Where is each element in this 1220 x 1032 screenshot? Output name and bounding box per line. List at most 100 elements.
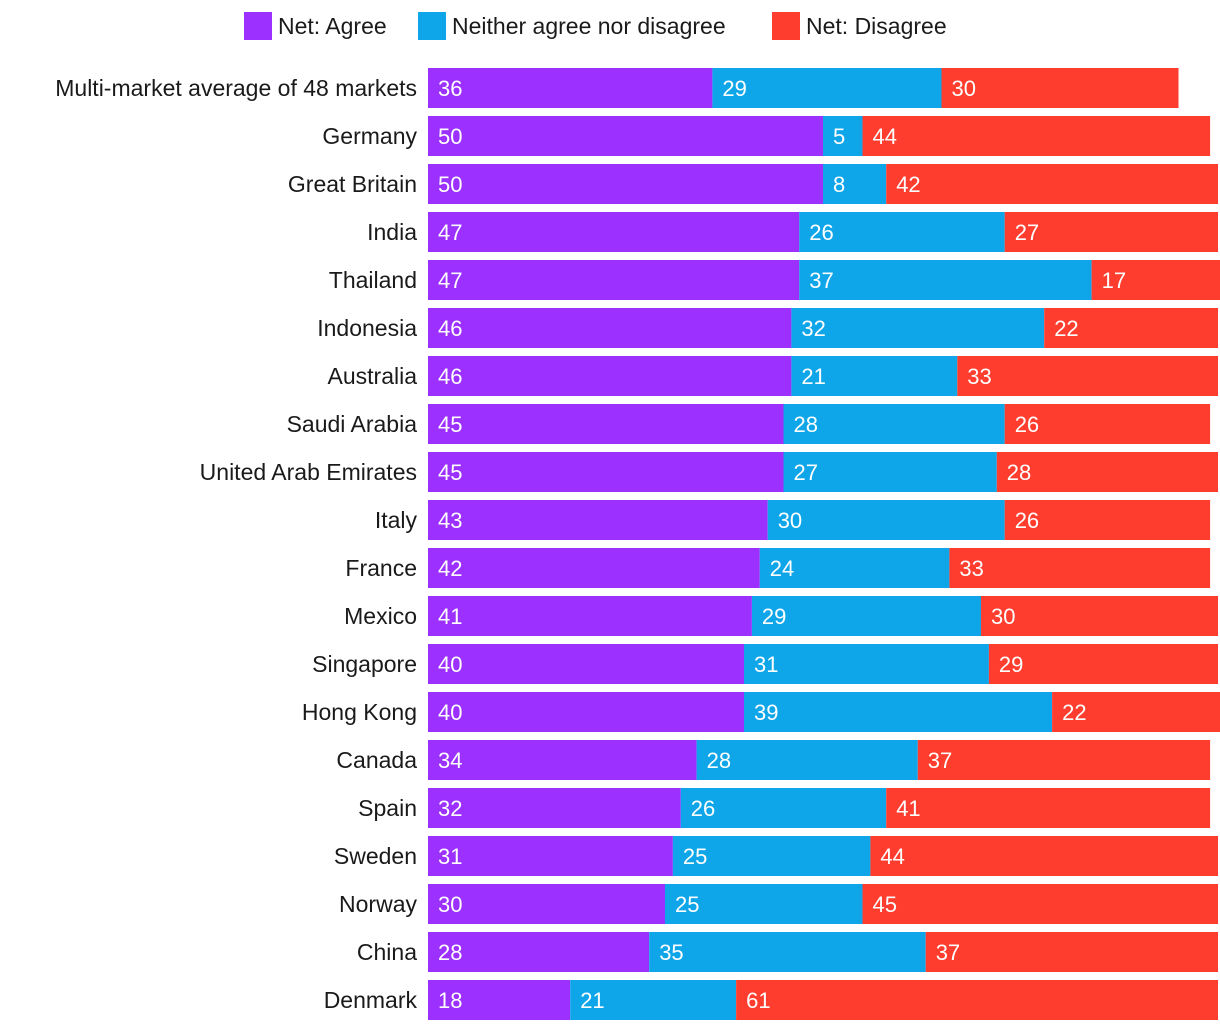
bar-neither-agree-nor-disagree-spain: [680, 788, 887, 828]
bar-neither-agree-nor-disagree-canada: [696, 740, 918, 780]
bar-net-agree-singapore: [428, 644, 744, 684]
bar-neither-agree-nor-disagree-mexico: [751, 596, 981, 636]
bar-net-agree-canada: [428, 740, 697, 780]
category-label-singapore: Singapore: [312, 651, 417, 677]
value-label-net-disagree-united-arab-emirates: 28: [1007, 460, 1031, 485]
category-label-mexico: Mexico: [344, 603, 417, 629]
category-label-united-arab-emirates: United Arab Emirates: [200, 459, 417, 485]
value-label-neither-agree-nor-disagree-mexico: 29: [762, 604, 786, 629]
value-label-neither-agree-nor-disagree-thailand: 37: [809, 268, 833, 293]
bar-net-agree-italy: [428, 500, 768, 540]
value-label-net-disagree-norway: 45: [873, 892, 897, 917]
legend-label-net-agree: Net: Agree: [278, 13, 387, 39]
bar-net-agree-denmark: [428, 980, 571, 1020]
value-label-net-agree-italy: 43: [438, 508, 462, 533]
value-label-net-agree-great-britain: 50: [438, 172, 462, 197]
bar-net-agree-multi-market-average-of-48-markets: [428, 68, 713, 108]
bar-net-disagree-italy: [1004, 500, 1211, 540]
bar-neither-agree-nor-disagree-germany: [823, 116, 863, 156]
category-label-multi-market-average-of-48-markets: Multi-market average of 48 markets: [55, 75, 417, 101]
bar-net-agree-india: [428, 212, 800, 252]
value-label-net-agree-norway: 30: [438, 892, 462, 917]
bar-net-disagree-mexico: [981, 596, 1218, 636]
bar-net-disagree-germany: [862, 116, 1211, 156]
bar-net-agree-spain: [428, 788, 681, 828]
value-label-net-agree-china: 28: [438, 940, 462, 965]
bar-neither-agree-nor-disagree-thailand: [799, 260, 1092, 300]
category-label-indonesia: Indonesia: [317, 315, 417, 341]
category-label-denmark: Denmark: [324, 987, 418, 1013]
bar-net-disagree-united-arab-emirates: [996, 452, 1218, 492]
value-label-net-disagree-hong-kong: 22: [1062, 700, 1086, 725]
value-label-net-disagree-indonesia: 22: [1054, 316, 1078, 341]
value-label-neither-agree-nor-disagree-canada: 28: [707, 748, 731, 773]
legend-label-net-disagree: Net: Disagree: [806, 13, 947, 39]
category-label-great-britain: Great Britain: [288, 171, 417, 197]
category-label-sweden: Sweden: [334, 843, 417, 869]
bar-net-agree-france: [428, 548, 760, 588]
bar-net-disagree-multi-market-average-of-48-markets: [941, 68, 1179, 108]
value-label-net-disagree-saudi-arabia: 26: [1015, 412, 1039, 437]
bar-neither-agree-nor-disagree-australia: [791, 356, 958, 396]
category-label-china: China: [357, 939, 417, 965]
bar-neither-agree-nor-disagree-france: [759, 548, 950, 588]
bar-net-disagree-australia: [957, 356, 1218, 396]
bar-net-agree-australia: [428, 356, 792, 396]
value-label-neither-agree-nor-disagree-france: 24: [770, 556, 794, 581]
bars: 36 29 30 50 5 44 50 8 42 47 26 27 47 37 17 46 32 22 46 21 33…: [428, 68, 1220, 1020]
value-label-net-disagree-great-britain: 42: [896, 172, 920, 197]
value-label-net-disagree-spain: 41: [896, 796, 920, 821]
bar-net-disagree-spain: [886, 788, 1211, 828]
value-label-net-disagree-mexico: 30: [991, 604, 1015, 629]
bar-net-disagree-indonesia: [1044, 308, 1218, 348]
value-label-net-disagree-india: 27: [1015, 220, 1039, 245]
value-label-neither-agree-nor-disagree-spain: 26: [691, 796, 715, 821]
bar-net-disagree-india: [1004, 212, 1218, 252]
bar-neither-agree-nor-disagree-china: [649, 932, 926, 972]
bar-net-disagree-thailand: [1091, 260, 1220, 300]
bar-net-agree-great-britain: [428, 164, 823, 204]
value-label-net-disagree-singapore: 29: [999, 652, 1023, 677]
bar-net-agree-hong-kong: [428, 692, 744, 732]
legend-swatch-net-agree: [244, 12, 272, 40]
value-label-neither-agree-nor-disagree-united-arab-emirates: 27: [794, 460, 818, 485]
value-label-neither-agree-nor-disagree-italy: 30: [778, 508, 802, 533]
value-label-net-disagree-australia: 33: [967, 364, 991, 389]
value-label-net-agree-multi-market-average-of-48-markets: 36: [438, 76, 462, 101]
value-label-neither-agree-nor-disagree-multi-market-average-of-48-markets: 29: [722, 76, 746, 101]
category-label-india: India: [367, 219, 417, 245]
legend: Net: Agree Neither agree nor disagree Net:…: [244, 12, 947, 40]
value-label-net-agree-france: 42: [438, 556, 462, 581]
bar-neither-agree-nor-disagree-hong-kong: [744, 692, 1053, 732]
value-label-net-agree-india: 47: [438, 220, 462, 245]
value-label-net-disagree-canada: 37: [928, 748, 952, 773]
category-labels: Multi-market average of 48 markets German…: [55, 75, 417, 1013]
value-label-net-agree-denmark: 18: [438, 988, 462, 1013]
value-label-net-agree-mexico: 41: [438, 604, 462, 629]
bar-net-disagree-great-britain: [886, 164, 1218, 204]
value-label-net-agree-canada: 34: [438, 748, 462, 773]
value-label-neither-agree-nor-disagree-hong-kong: 39: [754, 700, 778, 725]
value-label-neither-agree-nor-disagree-india: 26: [809, 220, 833, 245]
value-label-net-disagree-france: 33: [959, 556, 983, 581]
bar-neither-agree-nor-disagree-united-arab-emirates: [783, 452, 997, 492]
category-label-france: France: [345, 555, 417, 581]
bar-net-disagree-saudi-arabia: [1004, 404, 1211, 444]
value-label-net-disagree-denmark: 61: [746, 988, 770, 1013]
bar-net-agree-china: [428, 932, 650, 972]
bar-net-agree-mexico: [428, 596, 752, 636]
value-label-net-agree-hong-kong: 40: [438, 700, 462, 725]
value-label-neither-agree-nor-disagree-sweden: 25: [683, 844, 707, 869]
value-label-net-agree-sweden: 31: [438, 844, 462, 869]
category-label-germany: Germany: [322, 123, 417, 149]
bar-net-disagree-sweden: [870, 836, 1218, 876]
bar-net-agree-saudi-arabia: [428, 404, 784, 444]
bar-net-disagree-norway: [862, 884, 1218, 924]
value-label-neither-agree-nor-disagree-singapore: 31: [754, 652, 778, 677]
value-label-net-agree-united-arab-emirates: 45: [438, 460, 462, 485]
bar-neither-agree-nor-disagree-saudi-arabia: [783, 404, 1005, 444]
bar-net-disagree-denmark: [736, 980, 1218, 1020]
category-label-spain: Spain: [358, 795, 417, 821]
bar-net-disagree-canada: [917, 740, 1211, 780]
